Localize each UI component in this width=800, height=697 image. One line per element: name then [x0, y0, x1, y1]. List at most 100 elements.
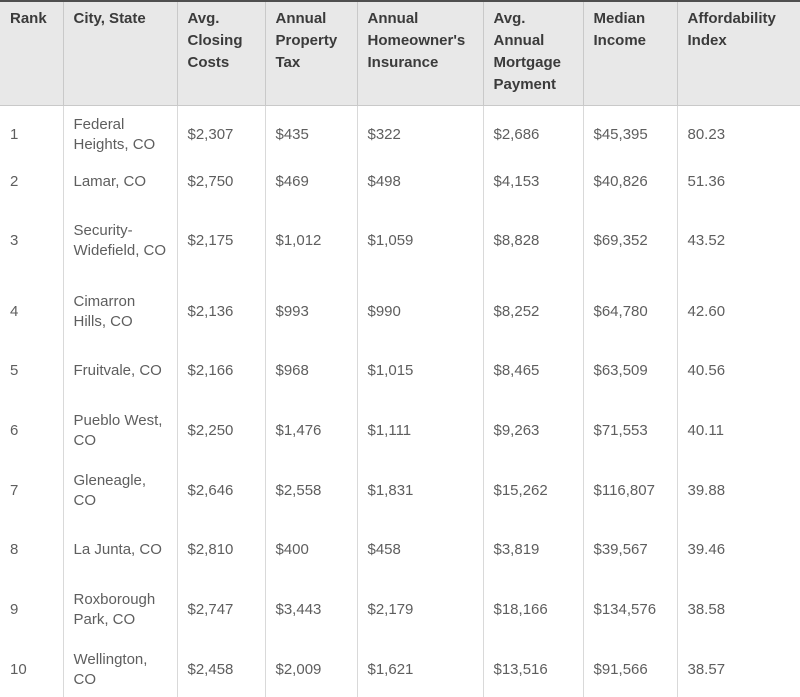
cell-rank: 6 [0, 401, 64, 461]
cell-avg-closing-costs: $2,750 [177, 164, 266, 199]
cell-rank: 2 [0, 164, 64, 199]
cell-avg-annual-mortgage-payment: $3,819 [483, 520, 584, 580]
cell-city-state: Federal Heights, CO [63, 105, 178, 164]
table-row: 1 Federal Heights, CO $2,307 $435 $322 $2,686… [0, 105, 800, 164]
cell-annual-homeowners-insurance: $2,179 [357, 580, 484, 640]
cell-annual-property-tax: $469 [265, 164, 358, 199]
table-row: 7 Gleneagle, CO $2,646 $2,558 $1,831 $15,262 $… [0, 461, 800, 520]
cell-annual-homeowners-insurance: $1,015 [357, 341, 484, 401]
cell-city-state: Roxborough Park, CO [63, 580, 178, 640]
cell-avg-annual-mortgage-payment: $8,465 [483, 341, 584, 401]
cell-rank: 5 [0, 341, 64, 401]
cell-avg-annual-mortgage-payment: $13,516 [483, 640, 584, 697]
cell-median-income: $69,352 [583, 199, 678, 282]
cell-city-state: La Junta, CO [63, 520, 178, 580]
cell-avg-closing-costs: $2,646 [177, 461, 266, 520]
cell-rank: 3 [0, 199, 64, 282]
cell-annual-property-tax: $993 [265, 282, 358, 341]
column-header-city-state: City, State [63, 2, 178, 106]
cell-affordability-index: 38.58 [677, 580, 800, 640]
cell-affordability-index: 80.23 [677, 105, 800, 164]
cell-rank: 7 [0, 461, 64, 520]
cell-rank: 10 [0, 640, 64, 697]
cell-city-state: Wellington, CO [63, 640, 178, 697]
cell-avg-closing-costs: $2,175 [177, 199, 266, 282]
cell-affordability-index: 42.60 [677, 282, 800, 341]
table-row: 6 Pueblo West, CO $2,250 $1,476 $1,111 $9,263… [0, 401, 800, 461]
cell-city-state: Pueblo West, CO [63, 401, 178, 461]
column-header-annual-homeowners-insurance: Annual Homeowner's Insurance [357, 2, 484, 106]
cell-annual-homeowners-insurance: $1,831 [357, 461, 484, 520]
cell-avg-closing-costs: $2,810 [177, 520, 266, 580]
table-header: Rank City, State Avg. Closing Costs Annual … [0, 2, 800, 106]
cell-city-state: Fruitvale, CO [63, 341, 178, 401]
cell-avg-closing-costs: $2,136 [177, 282, 266, 341]
cell-avg-closing-costs: $2,307 [177, 105, 266, 164]
table-header-row: Rank City, State Avg. Closing Costs Annual … [0, 2, 800, 106]
table-body: 1 Federal Heights, CO $2,307 $435 $322 $2,686… [0, 105, 800, 697]
cell-avg-annual-mortgage-payment: $9,263 [483, 401, 584, 461]
table-row: 5 Fruitvale, CO $2,166 $968 $1,015 $8,465 $63,… [0, 341, 800, 401]
cell-rank: 8 [0, 520, 64, 580]
column-header-avg-closing-costs: Avg. Closing Costs [177, 2, 266, 106]
cell-annual-property-tax: $968 [265, 341, 358, 401]
cell-rank: 4 [0, 282, 64, 341]
cell-annual-property-tax: $1,476 [265, 401, 358, 461]
column-header-median-income: Median Income [583, 2, 678, 106]
table-row: 2 Lamar, CO $2,750 $469 $498 $4,153 $40,826 51.… [0, 164, 800, 199]
cell-avg-closing-costs: $2,747 [177, 580, 266, 640]
cell-affordability-index: 51.36 [677, 164, 800, 199]
table-row: 10 Wellington, CO $2,458 $2,009 $1,621 $13,51… [0, 640, 800, 697]
cell-annual-homeowners-insurance: $498 [357, 164, 484, 199]
cell-city-state: Gleneagle, CO [63, 461, 178, 520]
column-header-affordability-index: Affordability Index [677, 2, 800, 106]
cell-annual-homeowners-insurance: $322 [357, 105, 484, 164]
cell-affordability-index: 40.11 [677, 401, 800, 461]
cell-median-income: $64,780 [583, 282, 678, 341]
cell-annual-homeowners-insurance: $1,621 [357, 640, 484, 697]
cell-avg-annual-mortgage-payment: $2,686 [483, 105, 584, 164]
cell-annual-property-tax: $400 [265, 520, 358, 580]
cell-annual-homeowners-insurance: $1,111 [357, 401, 484, 461]
cell-avg-annual-mortgage-payment: $8,828 [483, 199, 584, 282]
table-row: 4 Cimarron Hills, CO $2,136 $993 $990 $8,252 $… [0, 282, 800, 341]
cell-avg-closing-costs: $2,250 [177, 401, 266, 461]
cell-annual-homeowners-insurance: $458 [357, 520, 484, 580]
cell-affordability-index: 39.88 [677, 461, 800, 520]
cell-affordability-index: 39.46 [677, 520, 800, 580]
column-header-avg-annual-mortgage-payment: Avg. Annual Mortgage Payment [483, 2, 584, 106]
cell-affordability-index: 38.57 [677, 640, 800, 697]
cell-median-income: $45,395 [583, 105, 678, 164]
cell-affordability-index: 40.56 [677, 341, 800, 401]
cell-city-state: Cimarron Hills, CO [63, 282, 178, 341]
cell-median-income: $91,566 [583, 640, 678, 697]
cell-median-income: $39,567 [583, 520, 678, 580]
cell-avg-closing-costs: $2,166 [177, 341, 266, 401]
cell-city-state: Lamar, CO [63, 164, 178, 199]
cell-median-income: $63,509 [583, 341, 678, 401]
cell-avg-annual-mortgage-payment: $15,262 [483, 461, 584, 520]
column-header-annual-property-tax: Annual Property Tax [265, 2, 358, 106]
cell-rank: 1 [0, 105, 64, 164]
cell-annual-property-tax: $1,012 [265, 199, 358, 282]
cell-avg-annual-mortgage-payment: $8,252 [483, 282, 584, 341]
table-row: 8 La Junta, CO $2,810 $400 $458 $3,819 $39,567… [0, 520, 800, 580]
table-row: 3 Security-Widefield, CO $2,175 $1,012 $1,05… [0, 199, 800, 282]
cell-annual-property-tax: $2,009 [265, 640, 358, 697]
cell-avg-annual-mortgage-payment: $4,153 [483, 164, 584, 199]
cell-avg-annual-mortgage-payment: $18,166 [483, 580, 584, 640]
cell-city-state: Security-Widefield, CO [63, 199, 178, 282]
column-header-rank: Rank [0, 2, 64, 106]
cell-rank: 9 [0, 580, 64, 640]
cell-median-income: $134,576 [583, 580, 678, 640]
cell-annual-homeowners-insurance: $990 [357, 282, 484, 341]
cell-median-income: $71,553 [583, 401, 678, 461]
cell-annual-property-tax: $435 [265, 105, 358, 164]
cell-annual-homeowners-insurance: $1,059 [357, 199, 484, 282]
cell-affordability-index: 43.52 [677, 199, 800, 282]
cell-median-income: $116,807 [583, 461, 678, 520]
cell-annual-property-tax: $3,443 [265, 580, 358, 640]
cell-annual-property-tax: $2,558 [265, 461, 358, 520]
cell-median-income: $40,826 [583, 164, 678, 199]
